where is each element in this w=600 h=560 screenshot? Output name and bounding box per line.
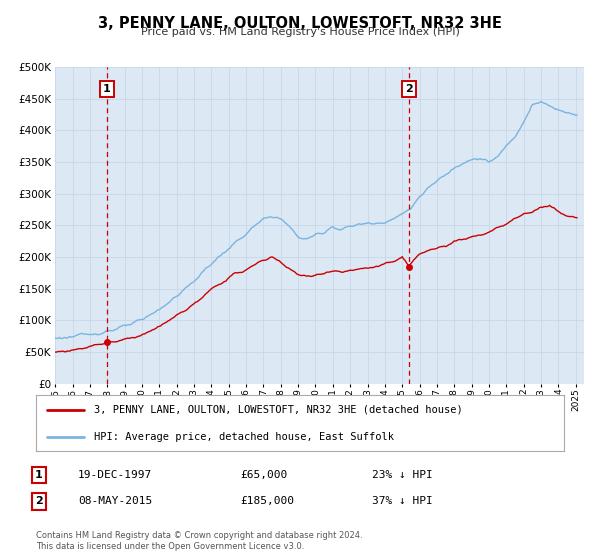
Text: HPI: Average price, detached house, East Suffolk: HPI: Average price, detached house, East… bbox=[94, 432, 394, 442]
Text: 1: 1 bbox=[35, 470, 43, 480]
Text: 3, PENNY LANE, OULTON, LOWESTOFT, NR32 3HE: 3, PENNY LANE, OULTON, LOWESTOFT, NR32 3… bbox=[98, 16, 502, 31]
Text: 23% ↓ HPI: 23% ↓ HPI bbox=[372, 470, 433, 480]
Text: 3, PENNY LANE, OULTON, LOWESTOFT, NR32 3HE (detached house): 3, PENNY LANE, OULTON, LOWESTOFT, NR32 3… bbox=[94, 405, 463, 415]
Text: Price paid vs. HM Land Registry's House Price Index (HPI): Price paid vs. HM Land Registry's House … bbox=[140, 27, 460, 37]
Text: 08-MAY-2015: 08-MAY-2015 bbox=[78, 496, 152, 506]
Text: 1: 1 bbox=[103, 85, 110, 94]
Text: Contains HM Land Registry data © Crown copyright and database right 2024.: Contains HM Land Registry data © Crown c… bbox=[36, 531, 362, 540]
Text: This data is licensed under the Open Government Licence v3.0.: This data is licensed under the Open Gov… bbox=[36, 542, 304, 551]
Text: 37% ↓ HPI: 37% ↓ HPI bbox=[372, 496, 433, 506]
Text: 2: 2 bbox=[35, 496, 43, 506]
Text: £65,000: £65,000 bbox=[240, 470, 287, 480]
Text: 19-DEC-1997: 19-DEC-1997 bbox=[78, 470, 152, 480]
Text: 2: 2 bbox=[405, 85, 413, 94]
Text: £185,000: £185,000 bbox=[240, 496, 294, 506]
